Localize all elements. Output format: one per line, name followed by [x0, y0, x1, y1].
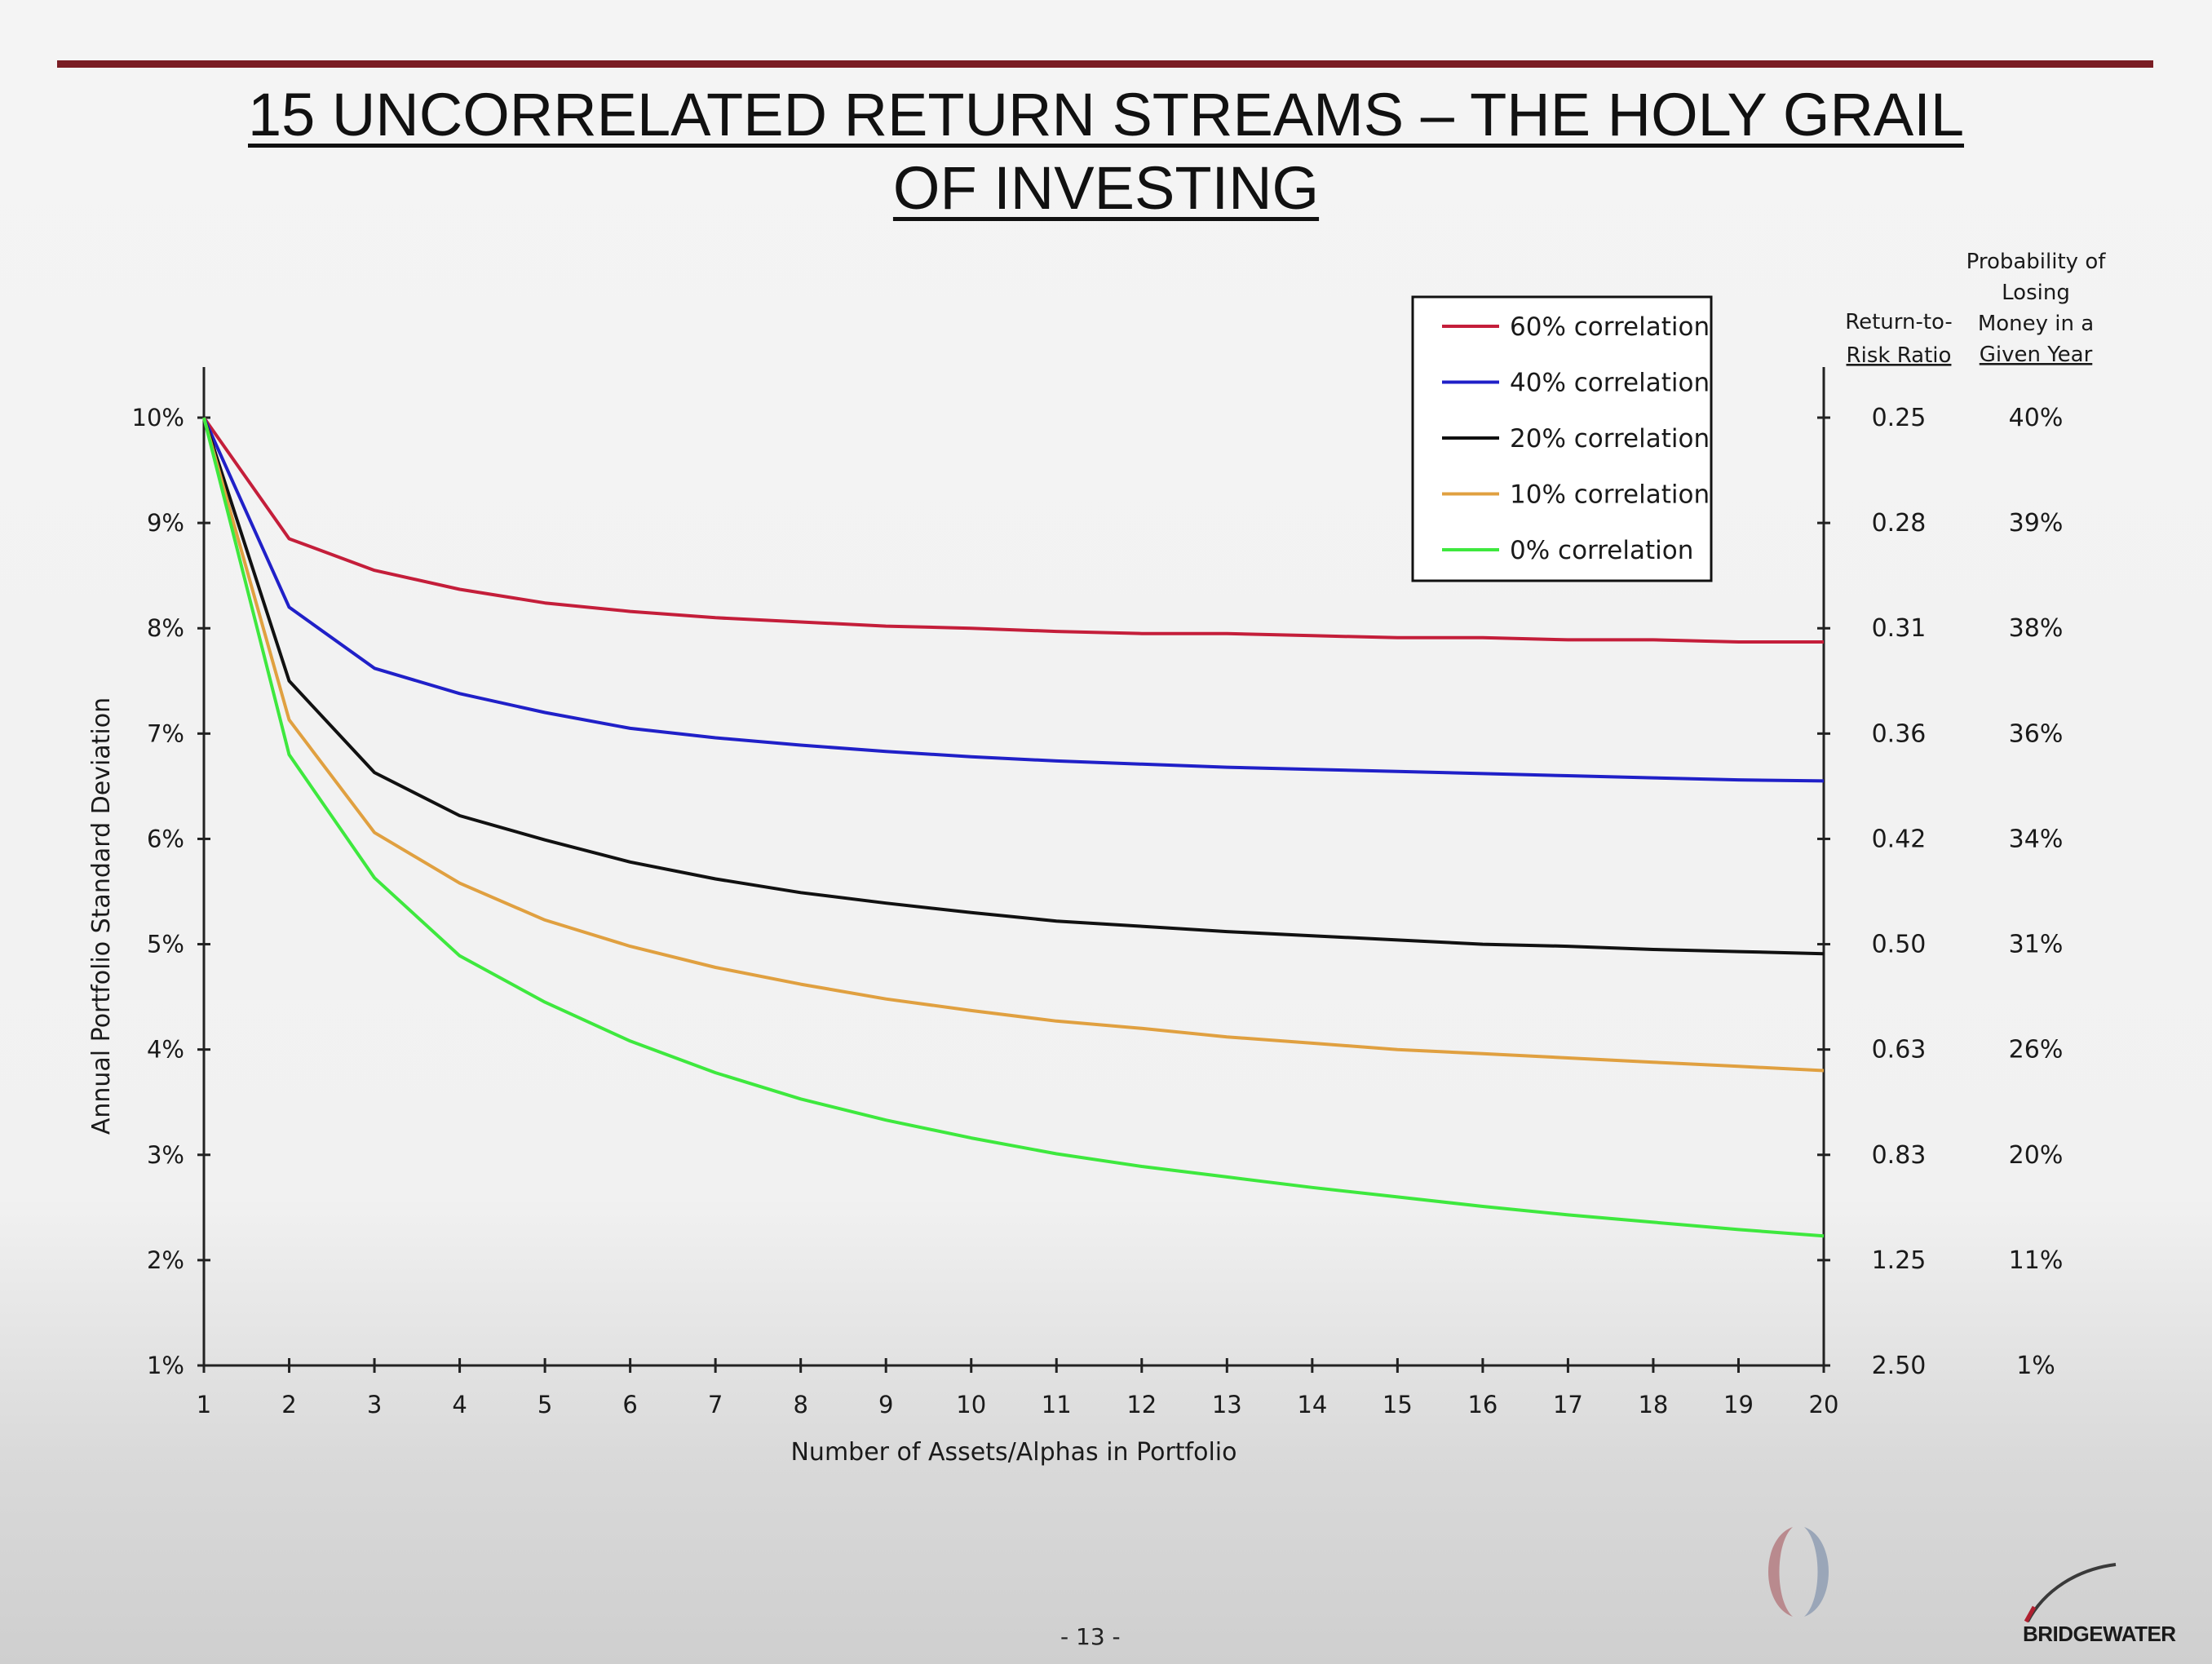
return-to-risk-value: 0.63	[1872, 1036, 1927, 1064]
logo-mark-icon	[1768, 1527, 1829, 1617]
return-to-risk-value: 0.31	[1872, 614, 1927, 643]
probability-header-line: Given Year	[1980, 343, 2093, 367]
x-tick-label: 7	[708, 1391, 723, 1418]
return-to-risk-value: 0.83	[1872, 1141, 1927, 1170]
y-tick-label: 3%	[147, 1141, 184, 1169]
x-tick-label: 5	[538, 1391, 552, 1418]
return-to-risk-value: 1.25	[1872, 1246, 1927, 1275]
probability-value: 11%	[2009, 1246, 2064, 1275]
probability-value: 34%	[2009, 825, 2064, 853]
legend-label: 60% correlation	[1510, 312, 1710, 342]
x-tick-label: 3	[367, 1391, 382, 1418]
y-tick-label: 1%	[147, 1352, 184, 1379]
y-tick-label: 4%	[147, 1036, 184, 1064]
series-line	[202, 417, 1825, 956]
return-to-risk-value: 0.25	[1872, 404, 1927, 432]
y-tick-label: 2%	[147, 1246, 184, 1274]
x-tick-label: 19	[1723, 1391, 1754, 1418]
legend-label: 10% correlation	[1510, 480, 1710, 510]
legend-label: 40% correlation	[1510, 369, 1710, 398]
return-to-risk-value: 0.42	[1872, 825, 1927, 853]
probability-value: 1%	[2016, 1352, 2055, 1380]
y-tick-label: 9%	[147, 509, 184, 537]
y-tick-label: 6%	[147, 825, 184, 852]
x-tick-label: 12	[1126, 1391, 1157, 1418]
x-tick-label: 6	[622, 1391, 637, 1418]
bridgewater-logo-icon	[2024, 1563, 2117, 1623]
page-number: - 13 -	[1060, 1623, 1121, 1650]
x-tick-label: 13	[1212, 1391, 1242, 1418]
probability-header-line: Money in a	[1978, 312, 2094, 336]
y-tick-label: 7%	[147, 719, 184, 747]
right-axis-table: Return-to- Risk Ratio Probability of Losing…	[1845, 250, 2106, 1380]
ratio-header-line: Return-to-	[1845, 310, 1953, 334]
legend-label: 20% correlation	[1510, 424, 1710, 454]
probability-value: 31%	[2009, 931, 2064, 959]
return-to-risk-value: 2.50	[1872, 1352, 1927, 1380]
return-to-risk-value: 0.28	[1872, 509, 1927, 538]
y-axis-title: Annual Portfolio Standard Deviation	[87, 697, 116, 1135]
page-title: 15 UNCORRELATED RETURN STREAMS – THE HOL…	[127, 78, 2085, 225]
probability-header-line: Probability of	[1966, 250, 2107, 274]
probability-value: 38%	[2009, 614, 2064, 643]
series-line	[202, 417, 1825, 1073]
x-tick-label: 8	[793, 1391, 807, 1418]
x-tick-label: 18	[1638, 1391, 1668, 1418]
x-tick-label: 11	[1042, 1391, 1072, 1418]
x-axis-title: Number of Assets/Alphas in Portfolio	[790, 1438, 1237, 1467]
probability-value: 36%	[2009, 719, 2064, 748]
series-line	[202, 417, 1825, 783]
ratio-header-line: Risk Ratio	[1847, 343, 1952, 368]
x-tick-label: 2	[281, 1391, 296, 1418]
probability-header-line: Losing	[2002, 281, 2070, 305]
top-rule	[57, 60, 2153, 68]
series-lines	[202, 416, 1825, 1238]
return-to-risk-value: 0.36	[1872, 719, 1927, 748]
x-tick-label: 20	[1809, 1391, 1839, 1418]
x-tick-label: 9	[878, 1391, 893, 1418]
return-to-risk-value: 0.50	[1872, 931, 1927, 959]
axes: 1%2%3%4%5%6%7%8%9%10%1 2 3 4 5 6 7 8 9 10 11 12 13 14…	[87, 367, 1838, 1467]
series-line	[202, 417, 1825, 1238]
probability-value: 39%	[2009, 509, 2064, 538]
title-line-1: 15 UNCORRELATED RETURN STREAMS – THE HOL…	[248, 81, 1964, 148]
title-line-2: OF INVESTING	[892, 154, 1320, 222]
legend-box	[1411, 295, 1713, 582]
series-line	[202, 416, 1824, 644]
y-tick-label: 5%	[147, 931, 184, 958]
brand-name: BRIDGEWATER	[2023, 1622, 2176, 1646]
x-tick-label: 4	[452, 1391, 467, 1418]
probability-value: 20%	[2009, 1141, 2064, 1170]
probability-value: 40%	[2009, 404, 2064, 432]
x-tick-label: 10	[956, 1391, 986, 1418]
legend: 60% correlation 40% correlation 20% correl…	[1411, 295, 1713, 582]
x-tick-label: 14	[1297, 1391, 1327, 1418]
x-tick-label: 17	[1553, 1391, 1583, 1418]
y-tick-label: 10%	[132, 404, 184, 431]
x-tick-label: 16	[1467, 1391, 1498, 1418]
x-tick-label: 1	[197, 1391, 211, 1418]
legend-label: 0% correlation	[1510, 536, 1693, 565]
x-tick-label: 15	[1382, 1391, 1413, 1418]
probability-value: 26%	[2009, 1036, 2064, 1064]
y-tick-label: 8%	[147, 614, 184, 642]
